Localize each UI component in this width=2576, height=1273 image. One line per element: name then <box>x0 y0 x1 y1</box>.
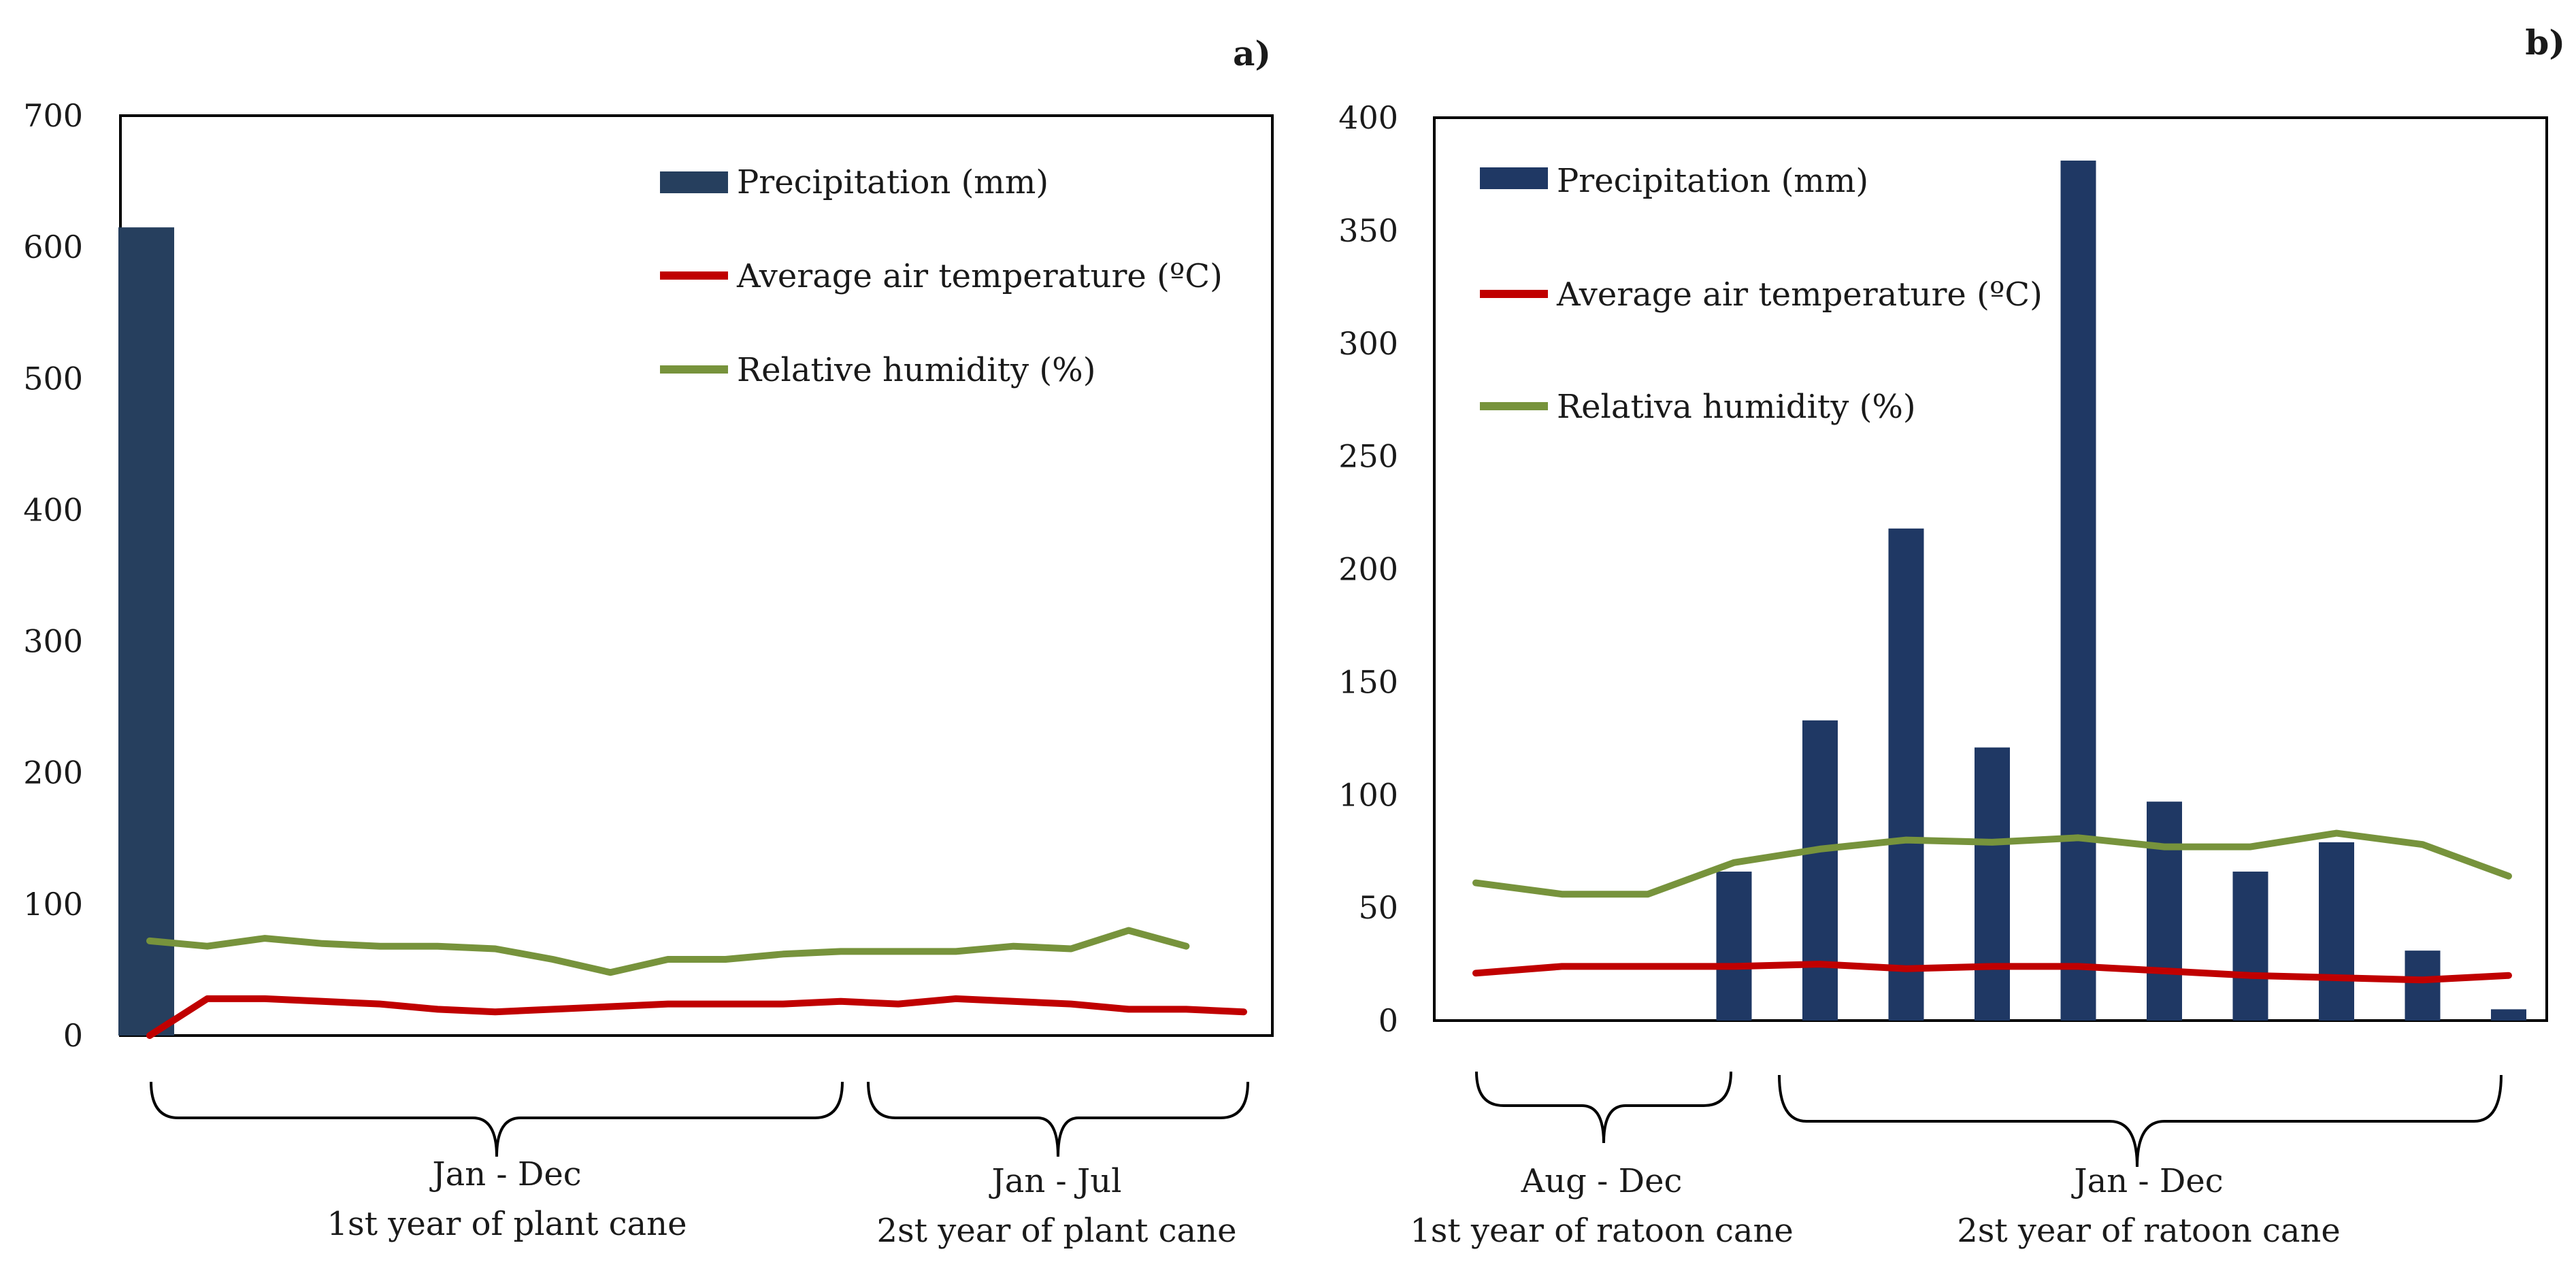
panel-b-brace-1: Aug - Dec 1st year of ratoon cane <box>1410 1071 1794 1250</box>
panel-b-precip-bar-11 <box>2319 842 2354 1021</box>
panel-b-ytick-50: 50 <box>1358 889 1398 926</box>
panel-b-humidity-line <box>1472 829 2512 898</box>
panel-b-precip-bar-12 <box>2405 950 2441 1021</box>
panel-b-precip-bar-6 <box>1888 528 1924 1021</box>
panel-a-precipitation-bars <box>118 227 174 1036</box>
panel-b-ytick-0: 0 <box>1378 1002 1398 1039</box>
panel-b-precip-bar-5 <box>1802 720 1838 1021</box>
panel-b-precip-bar-9 <box>2147 801 2182 1021</box>
panel-b-brace-2: Jan - Dec 2st year of ratoon cane <box>1778 1074 2503 1250</box>
panel-b-ytick-100: 100 <box>1338 776 1398 813</box>
panel-b-chart: b) 0 50 100 150 200 250 300 350 400 Precipitatio… <box>1338 22 2565 1250</box>
panel-a-y-axis: 0 100 200 300 400 500 600 700 <box>23 97 83 1054</box>
panel-b-precip-bar-4 <box>1716 872 1752 1021</box>
panel-b-precip-bar-13 <box>2491 1009 2526 1021</box>
panel-b-lines <box>1472 829 2512 984</box>
panel-b-ytick-200: 200 <box>1338 551 1398 588</box>
panel-a-legend-humidity: Relative humidity (%) <box>737 351 1095 389</box>
panel-a-ytick-500: 500 <box>23 360 83 397</box>
panel-b-temperature-line <box>1472 961 2512 984</box>
panel-a-group-2-range: Jan - Jul <box>988 1162 1121 1200</box>
panel-b-ytick-300: 300 <box>1338 325 1398 362</box>
panel-a-ytick-400: 400 <box>23 491 83 528</box>
panel-b-precipitation-bars <box>1716 161 2526 1021</box>
panel-a-ytick-0: 0 <box>63 1017 83 1054</box>
panel-a-ytick-100: 100 <box>23 886 83 923</box>
panel-a-brace-2: Jan - Jul 2st year of plant cane <box>867 1081 1249 1250</box>
panel-a-plot-area <box>119 114 1274 1037</box>
panel-a-group-1-label: 1st year of plant cane <box>327 1205 687 1243</box>
panel-b-precip-bar-10 <box>2232 872 2268 1021</box>
panel-b-ytick-150: 150 <box>1338 663 1398 700</box>
panel-b-legend-temp: Average air temperature (ºC) <box>1556 276 2043 314</box>
panel-b-label: b) <box>2525 22 2565 63</box>
panel-b-legend-precip: Precipitation (mm) <box>1557 162 1868 200</box>
panel-a-humidity-line <box>146 927 1190 976</box>
panel-b-ytick-400: 400 <box>1338 99 1398 136</box>
panel-a-ytick-600: 600 <box>23 229 83 265</box>
panel-b-group-1-range: Aug - Dec <box>1521 1162 1683 1200</box>
panel-a-ytick-700: 700 <box>23 97 83 134</box>
panel-a-temperature-line <box>146 995 1247 1039</box>
panel-b-precip-bar-7 <box>1975 747 2010 1021</box>
panel-b-group-1-label: 1st year of ratoon cane <box>1410 1212 1794 1250</box>
panel-a-legend-precip-swatch <box>660 171 728 193</box>
panel-b-legend: Precipitation (mm) Average air temperatu… <box>1480 162 2043 426</box>
panel-a-legend-temp: Average air temperature (ºC) <box>736 257 1223 295</box>
panel-a-precip-bar-1 <box>118 227 174 1036</box>
panel-b-group-2-range: Jan - Dec <box>2070 1162 2223 1200</box>
panel-a-group-2-label: 2st year of plant cane <box>877 1212 1237 1250</box>
panel-a-legend-precip: Precipitation (mm) <box>737 163 1048 201</box>
panel-a-lines <box>146 927 1247 1039</box>
panel-b-ytick-250: 250 <box>1338 438 1398 475</box>
panel-a-chart: a) 0 100 200 300 400 500 600 700 Precipitation … <box>23 33 1274 1250</box>
panel-a-group-1-range: Jan - Dec <box>429 1155 581 1193</box>
panel-a-brace-1: Jan - Dec 1st year of plant cane <box>150 1081 844 1243</box>
panel-b-y-axis: 0 50 100 150 200 250 300 350 400 <box>1338 99 1398 1039</box>
panel-a-legend: Precipitation (mm) Average air temperatu… <box>660 163 1223 389</box>
panel-b-legend-precip-swatch <box>1480 167 1548 189</box>
panel-b-legend-humidity: Relativa humidity (%) <box>1557 388 1916 426</box>
panel-b-ytick-350: 350 <box>1338 212 1398 249</box>
panel-a-ytick-200: 200 <box>23 755 83 791</box>
panel-b-group-2-label: 2st year of ratoon cane <box>1957 1212 2341 1250</box>
panel-b-precip-bar-8 <box>2060 161 2096 1021</box>
panel-a-label: a) <box>1233 33 1271 73</box>
panel-a-ytick-300: 300 <box>23 623 83 660</box>
